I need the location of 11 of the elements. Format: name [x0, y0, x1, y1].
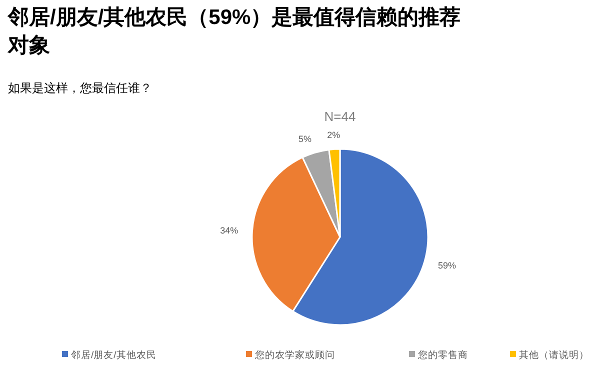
data-label: 2%: [327, 130, 340, 140]
legend-label: 您的零售商: [417, 349, 468, 361]
legend-label: 您的农学家或顾问: [254, 349, 335, 361]
data-label: 34%: [220, 226, 238, 236]
text: N=44: [324, 109, 356, 124]
legend-label: 邻居/朋友/其他农民: [71, 349, 156, 361]
data-label: 59%: [438, 260, 456, 270]
data-label: 5%: [298, 134, 312, 144]
chart-subtitle: 如果是这样，您最信任谁？: [8, 80, 152, 97]
legend-label: 其他（请说明）: [519, 349, 589, 361]
chart-title: 邻居/朋友/其他农民（59%）是最值得信赖的推荐对象: [8, 5, 462, 59]
